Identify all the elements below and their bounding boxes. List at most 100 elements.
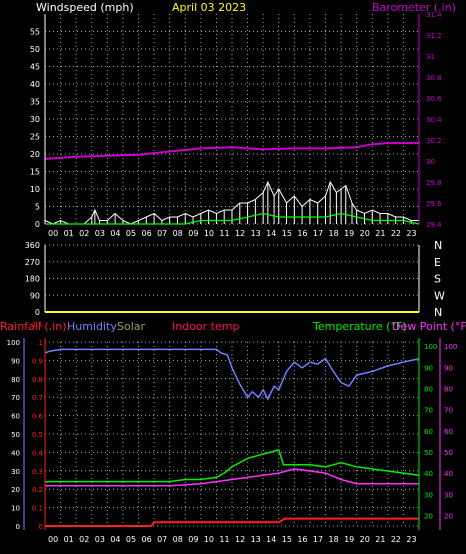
- hour-tick-label: 12: [235, 535, 245, 544]
- hour-tick-label: 20: [360, 229, 370, 238]
- hour-tick-label: 19: [344, 229, 354, 238]
- rainfall-tick-label: 0.3: [32, 468, 43, 476]
- dewpoint-tick-label: 100: [444, 343, 457, 351]
- hour-tick-label: 02: [79, 535, 89, 544]
- barometer-axis-ticks: 29.4 29.6 29.8 30 30.2 30.4 30.6 30.8 31 31.2 31.4: [426, 11, 442, 229]
- hour-tick-label: 15: [282, 535, 292, 544]
- hour-tick-label: 22: [391, 535, 401, 544]
- hour-tick-label: 03: [95, 535, 105, 544]
- hour-tick-label: 03: [95, 229, 105, 238]
- compass-label: W: [434, 289, 445, 302]
- wind-tick-label: 55: [30, 28, 40, 37]
- hour-tick-label: 12: [235, 229, 245, 238]
- rainfall-tick-label: 1: [39, 339, 43, 347]
- temperature-tick-label: 40: [424, 470, 433, 478]
- temperature-tick-label: 90: [424, 364, 433, 372]
- temperature-tick-label: 30: [424, 491, 433, 499]
- barometer-tick-label: 29.8: [426, 179, 442, 187]
- temperature-panel-series: [44, 348, 420, 527]
- humidity-line: [44, 348, 420, 401]
- hour-tick-label: 13: [251, 229, 261, 238]
- hour-tick-label: 23: [406, 535, 416, 544]
- humidity-tick-label: 50: [11, 431, 20, 439]
- hour-tick-label: 05: [126, 535, 136, 544]
- hour-tick-label: 22: [391, 229, 401, 238]
- hour-tick-label: 05: [126, 229, 136, 238]
- winddir-tick-label: 0: [35, 308, 40, 317]
- rainfall-tick-label: 0.4: [32, 449, 44, 457]
- temperature-tick-label: 50: [424, 449, 433, 457]
- humidity-tick-label: 100: [7, 339, 20, 347]
- hour-tick-label: 06: [142, 229, 152, 238]
- hour-tick-label: 14: [266, 535, 276, 544]
- winddir-tick-label: 180: [25, 275, 40, 284]
- hour-tick-label: 18: [329, 229, 339, 238]
- humidity-tick-label: 80: [11, 376, 20, 384]
- hour-tick-label: 23: [406, 229, 416, 238]
- dewpoint-axis-ticks: 20 30 40 50 60 70 80 90 100: [444, 343, 457, 520]
- hour-tick-label: 16: [297, 535, 307, 544]
- temperature-tick-label: 20: [424, 512, 433, 520]
- hour-tick-label: 17: [313, 229, 323, 238]
- hour-tick-label: 01: [64, 229, 74, 238]
- date-label: April 03 2023: [172, 1, 246, 14]
- wind-panel-series: [44, 142, 420, 225]
- hour-tick-label: 09: [188, 229, 198, 238]
- wind-tick-label: 5: [35, 203, 40, 212]
- rainfall-label: Rainfall (.in): [0, 320, 67, 333]
- hour-tick-label: 08: [173, 229, 183, 238]
- dewpoint-tick-label: 20: [444, 512, 453, 520]
- barometer-tick-label: 29.4: [426, 221, 442, 229]
- humidity-axis-ticks: 0 10 20 30 40 50 60 70 80 90 100: [7, 339, 20, 531]
- wind-gust-line: [45, 212, 420, 225]
- temperature-tick-label: 70: [424, 407, 433, 415]
- hour-tick-label: 21: [375, 229, 385, 238]
- winddir-axis-ticks: 0 90 180 270 360: [25, 241, 40, 317]
- hour-tick-label: 18: [329, 535, 339, 544]
- humidity-tick-label: 60: [11, 413, 20, 421]
- winddir-panel-grid: [45, 244, 419, 313]
- dewpoint-label: Dew Point (°F): [392, 320, 466, 333]
- hour-tick-label: 07: [157, 535, 167, 544]
- dewpoint-tick-label: 60: [444, 428, 453, 436]
- hour-tick-label: 14: [266, 229, 276, 238]
- barometer-tick-label: 31.4: [426, 11, 442, 19]
- barometer-tick-label: 30: [426, 158, 435, 166]
- wind-speed-line: [44, 180, 419, 225]
- hour-tick-label: 17: [313, 535, 323, 544]
- temperature-panel-hour-labels: 00 01 02 03 04 05 06 07 08 09 10 11 12 13 14 15 16 17 18 19…: [48, 535, 417, 544]
- rainfall-line: [45, 517, 419, 527]
- barometer-tick-label: 30.4: [426, 116, 442, 124]
- humidity-tick-label: 70: [11, 394, 20, 402]
- humidity-tick-label: 10: [11, 505, 20, 513]
- hour-tick-label: 10: [204, 535, 214, 544]
- hour-tick-label: 04: [110, 229, 120, 238]
- dewpoint-tick-label: 40: [444, 470, 453, 478]
- humidity-tick-label: 30: [11, 468, 20, 476]
- barometer-line: [44, 142, 419, 160]
- hour-tick-label: 20: [360, 535, 370, 544]
- dewpoint-tick-label: 50: [444, 449, 453, 457]
- rainfall-tick-label: 0.5: [32, 431, 43, 439]
- dewpoint-tick-label: 30: [444, 491, 453, 499]
- windspeed-label: Windspeed (mph): [36, 1, 134, 14]
- compass-label: N: [434, 239, 442, 252]
- rainfall-tick-label: 0.6: [32, 413, 44, 421]
- rainfall-tick-label: 0: [39, 523, 43, 531]
- dewpoint-line: [45, 468, 419, 487]
- hour-tick-label: 04: [110, 535, 120, 544]
- wind-tick-label: 45: [30, 63, 40, 72]
- rainfall-axis-ticks: 0 0.1 0.2 0.3 0.4 0.5 0.6 0.7 0.8 0.9 1 1.1: [32, 321, 44, 531]
- humidity-tick-label: 40: [11, 449, 20, 457]
- barometer-tick-label: 30.8: [426, 74, 442, 82]
- dewpoint-tick-label: 90: [444, 364, 453, 372]
- hour-tick-label: 06: [142, 535, 152, 544]
- compass-label: E: [434, 256, 441, 269]
- temperature-axis-ticks: 20 30 40 50 60 70 80 90 100: [424, 343, 437, 520]
- hour-tick-label: 02: [79, 229, 89, 238]
- hour-tick-label: 08: [173, 535, 183, 544]
- rainfall-tick-label: 0.7: [32, 394, 43, 402]
- solar-label: Solar: [117, 320, 146, 333]
